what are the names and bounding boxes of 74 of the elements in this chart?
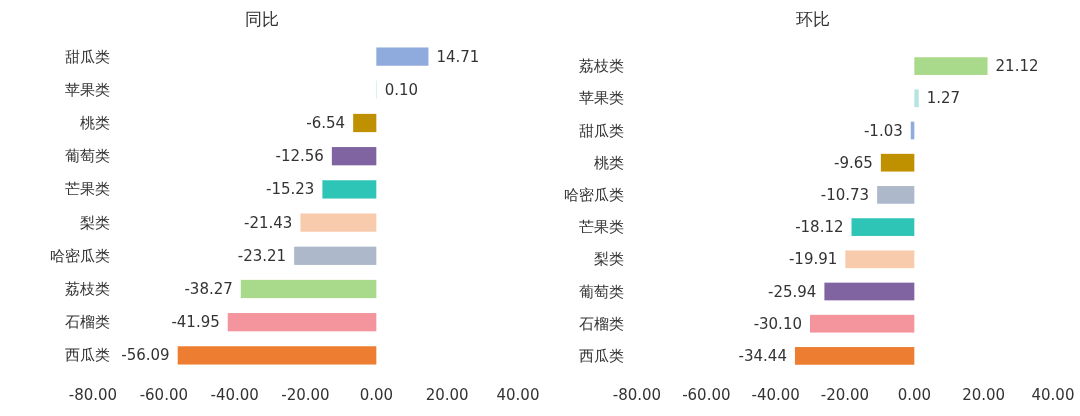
data-label: 21.12 bbox=[995, 57, 1039, 76]
chart-title: 同比 bbox=[245, 9, 279, 29]
x-tick-label: -60.00 bbox=[139, 386, 189, 404]
y-tick-label: 芒果类 bbox=[65, 180, 110, 199]
data-label: 0.10 bbox=[384, 80, 419, 99]
bar bbox=[300, 213, 377, 232]
y-tick-label: 哈密瓜类 bbox=[564, 185, 624, 204]
x-tick-label: -80.00 bbox=[68, 386, 118, 404]
y-tick-label: 哈密瓜类 bbox=[50, 246, 110, 265]
data-label: -21.43 bbox=[244, 213, 293, 232]
x-tick-label: -20.00 bbox=[281, 386, 330, 404]
y-tick-label: 西瓜类 bbox=[579, 346, 624, 365]
data-label: -30.10 bbox=[753, 314, 802, 333]
bar bbox=[227, 313, 377, 332]
data-label: -34.44 bbox=[738, 346, 787, 365]
bar bbox=[824, 282, 915, 301]
y-tick-label: 葡萄类 bbox=[579, 282, 624, 301]
y-tick-label: 梨类 bbox=[80, 213, 110, 232]
data-label: -25.94 bbox=[768, 282, 817, 301]
y-tick-label: 苹果类 bbox=[579, 89, 624, 108]
bar bbox=[809, 314, 915, 333]
bar bbox=[794, 347, 915, 365]
bar bbox=[877, 186, 915, 204]
x-tick-label: -40.00 bbox=[751, 386, 800, 404]
x-tick-label: 0.00 bbox=[897, 386, 932, 404]
bar bbox=[914, 89, 919, 108]
y-tick-label: 葡萄类 bbox=[65, 147, 110, 166]
data-label: -19.91 bbox=[788, 250, 838, 269]
data-label: -18.12 bbox=[795, 218, 844, 237]
y-tick-label: 梨类 bbox=[594, 250, 624, 269]
data-label: -23.21 bbox=[237, 246, 287, 265]
data-label: -9.65 bbox=[834, 153, 873, 172]
y-tick-label: 石榴类 bbox=[579, 314, 624, 333]
bar bbox=[322, 180, 377, 199]
x-tick-label: 40.00 bbox=[496, 386, 540, 404]
y-tick-label: 石榴类 bbox=[65, 313, 110, 332]
data-label: -38.27 bbox=[184, 280, 233, 298]
data-label: 14.71 bbox=[436, 47, 480, 66]
x-tick-label: -20.00 bbox=[820, 386, 870, 404]
data-label: -6.54 bbox=[306, 114, 346, 132]
y-tick-label: 苹果类 bbox=[65, 80, 110, 99]
bar bbox=[880, 153, 915, 172]
data-label: -56.09 bbox=[121, 346, 170, 365]
y-tick-label: 甜瓜类 bbox=[579, 121, 624, 140]
bar bbox=[914, 57, 988, 75]
x-tick-label: 40.00 bbox=[1031, 386, 1075, 404]
data-label: -1.03 bbox=[863, 121, 903, 140]
data-label: -41.95 bbox=[171, 313, 220, 332]
bar bbox=[240, 279, 377, 299]
x-tick-label: -80.00 bbox=[612, 386, 662, 404]
data-label: -12.56 bbox=[275, 147, 324, 166]
bar bbox=[851, 218, 915, 236]
bar bbox=[177, 346, 377, 365]
bar bbox=[331, 147, 377, 166]
x-tick-label: 20.00 bbox=[425, 386, 469, 404]
bar bbox=[353, 113, 377, 133]
y-tick-label: 甜瓜类 bbox=[65, 47, 110, 66]
y-tick-label: 西瓜类 bbox=[65, 346, 110, 365]
x-tick-label: -60.00 bbox=[682, 386, 731, 404]
bar bbox=[845, 250, 915, 269]
data-label: -10.73 bbox=[820, 185, 870, 204]
y-tick-label: 荔枝类 bbox=[65, 280, 110, 298]
x-tick-label: 0.00 bbox=[359, 386, 394, 404]
bar bbox=[376, 47, 429, 66]
y-tick-label: 桃类 bbox=[80, 114, 110, 132]
data-label: 1.27 bbox=[926, 89, 961, 108]
y-tick-label: 芒果类 bbox=[579, 218, 624, 237]
x-tick-label: 20.00 bbox=[962, 386, 1006, 404]
y-tick-label: 桃类 bbox=[594, 153, 624, 172]
bar bbox=[294, 246, 377, 265]
data-label: -15.23 bbox=[266, 180, 315, 199]
x-tick-label: -40.00 bbox=[210, 386, 259, 404]
y-tick-label: 荔枝类 bbox=[579, 57, 624, 76]
chart-title: 环比 bbox=[796, 9, 830, 29]
